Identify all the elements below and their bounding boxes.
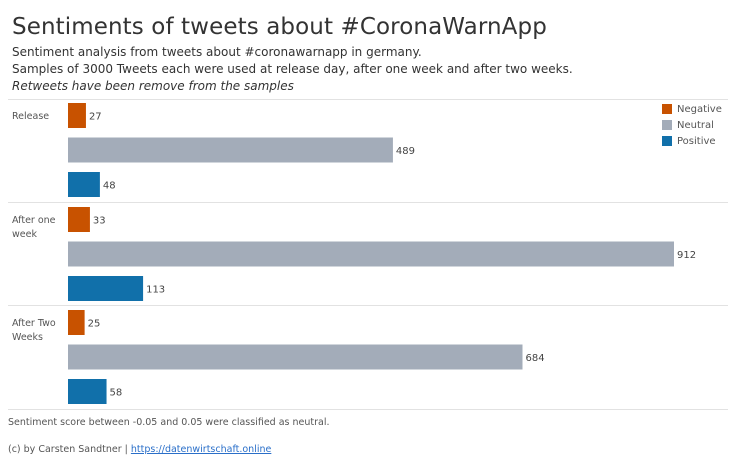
bar-after-one-week-neutral bbox=[68, 241, 674, 267]
legend-swatch-neutral bbox=[662, 120, 672, 130]
chart-credit: (c) by Carsten Sandtner | https://datenw… bbox=[8, 444, 271, 455]
data-label-after-one-week-positive: 113 bbox=[146, 285, 165, 296]
legend-item-positive[interactable]: Positive bbox=[662, 133, 722, 149]
legend-label-neutral: Neutral bbox=[677, 119, 714, 131]
chart-title: Sentiments of tweets about #CoronaWarnAp… bbox=[12, 14, 547, 40]
bar-release-positive bbox=[68, 172, 100, 197]
data-label-after-two-weeks-positive: 58 bbox=[110, 388, 123, 399]
legend-swatch-negative bbox=[662, 104, 672, 114]
legend-label-positive: Positive bbox=[677, 135, 716, 147]
data-label-after-two-weeks-negative: 25 bbox=[88, 319, 101, 330]
chart-subtitle-line-2: Samples of 3000 Tweets each were used at… bbox=[12, 62, 573, 76]
chart-footnote: Sentiment score between -0.05 and 0.05 w… bbox=[8, 417, 330, 428]
data-label-release-neutral: 489 bbox=[396, 146, 415, 157]
legend-item-negative[interactable]: Negative bbox=[662, 101, 722, 117]
bar-release-neutral bbox=[68, 137, 393, 163]
bar-after-two-weeks-neutral bbox=[68, 344, 523, 370]
category-label-after-two-weeks: After Two Weeks bbox=[12, 318, 56, 343]
bar-after-one-week-negative bbox=[68, 207, 90, 232]
data-label-release-positive: 48 bbox=[103, 181, 116, 192]
bar-release-negative bbox=[68, 103, 86, 128]
data-label-after-one-week-neutral: 912 bbox=[677, 250, 696, 261]
bar-after-two-weeks-negative bbox=[68, 310, 85, 335]
chart-subtitle-line-1: Sentiment analysis from tweets about #co… bbox=[12, 45, 422, 59]
data-label-after-one-week-negative: 33 bbox=[93, 216, 106, 227]
category-label-after-one-week: After one week bbox=[12, 215, 56, 240]
credit-prefix: (c) by Carsten Sandtner | bbox=[8, 444, 131, 455]
category-label-release: Release bbox=[12, 111, 49, 122]
bar-after-two-weeks-positive bbox=[68, 379, 107, 404]
legend-label-negative: Negative bbox=[677, 103, 722, 115]
legend-swatch-positive bbox=[662, 136, 672, 146]
data-label-release-negative: 27 bbox=[89, 112, 102, 123]
legend-item-neutral[interactable]: Neutral bbox=[662, 117, 722, 133]
credit-link[interactable]: https://datenwirtschaft.online bbox=[130, 444, 272, 455]
chart-legend: Negative Neutral Positive bbox=[662, 101, 722, 149]
bar-after-one-week-positive bbox=[68, 276, 144, 301]
data-label-after-two-weeks-neutral: 684 bbox=[526, 353, 545, 364]
chart-subtitle-line-3: Retweets have been remove from the sampl… bbox=[12, 79, 294, 93]
